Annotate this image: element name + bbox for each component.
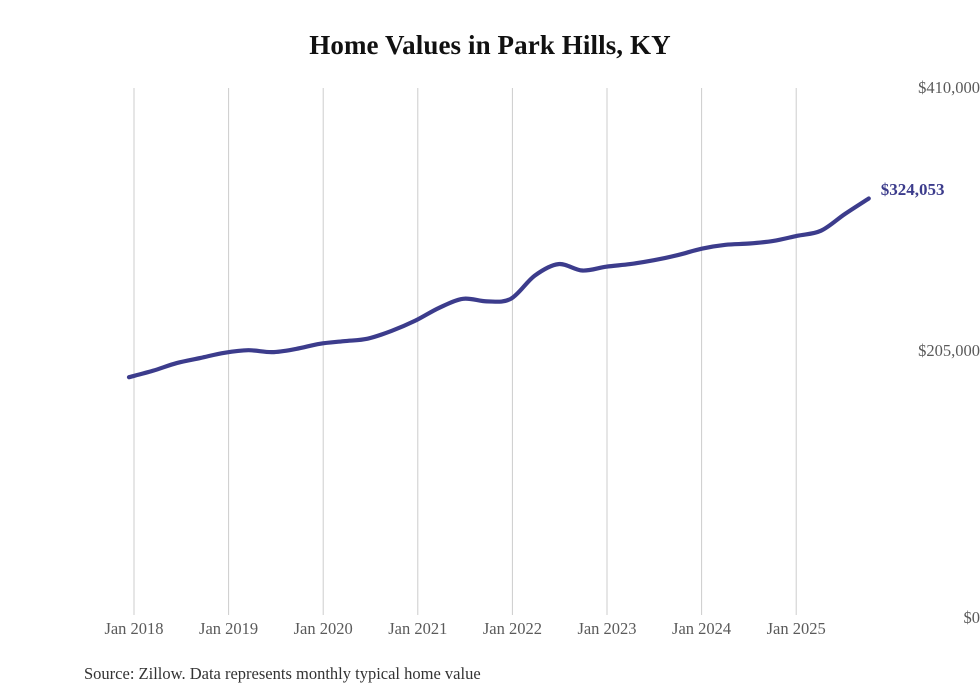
x-axis-tick-jan-2019: Jan 2019 <box>199 619 259 638</box>
y-axis-tick-mid: $205,000 <box>918 341 980 360</box>
x-axis-tick-jan-2024: Jan 2024 <box>672 619 732 638</box>
end-value-label: $324,053 <box>880 180 945 200</box>
x-axis-tick-jan-2020: Jan 2020 <box>293 619 353 638</box>
x-axis-tick-jan-2025: Jan 2025 <box>766 619 826 638</box>
x-axis-tick-jan-2021: Jan 2021 <box>388 619 448 638</box>
vertical-gridlines <box>133 88 797 615</box>
source-note: Source: Zillow. Data represents monthly … <box>84 664 481 683</box>
y-axis-tick-top: $410,000 <box>918 78 980 97</box>
value-line-path <box>126 196 871 380</box>
chart-title: Home Values in Park Hills, KY <box>309 30 671 60</box>
y-axis-tick-zero: $0 <box>963 608 980 627</box>
x-axis-tick-jan-2018: Jan 2018 <box>104 619 164 638</box>
x-axis-tick-jan-2023: Jan 2023 <box>577 619 637 638</box>
x-axis-tick-jan-2022: Jan 2022 <box>482 619 542 638</box>
